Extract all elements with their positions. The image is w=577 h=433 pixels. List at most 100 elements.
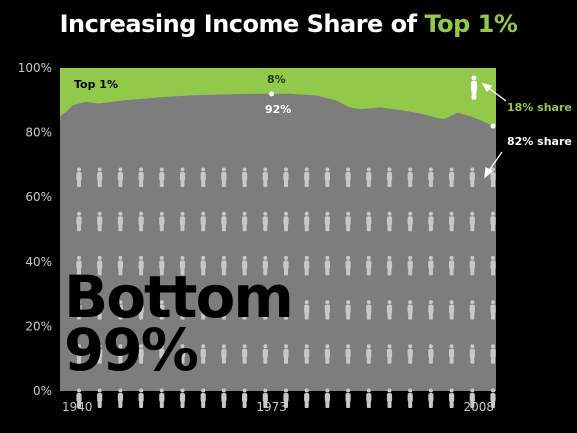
- person-figure: [324, 388, 330, 408]
- person-figure: [283, 211, 289, 232]
- annotation-82-percent-share: 82% share: [507, 135, 572, 148]
- y-tick-label: 100%: [18, 61, 52, 75]
- person-figure: [490, 211, 496, 232]
- person-figure: [366, 344, 372, 364]
- person-figure: [179, 388, 186, 408]
- person-figure: [449, 344, 455, 364]
- person-figure: [262, 344, 268, 364]
- person-figure: [138, 167, 144, 187]
- person-figure: [469, 211, 475, 232]
- person-figure: [242, 255, 248, 276]
- title-accent: Top 1%: [424, 10, 518, 38]
- person-figure: [407, 388, 413, 408]
- person-figure: [242, 167, 248, 187]
- person-figure: [324, 300, 330, 320]
- person-figure: [97, 211, 103, 232]
- person-figure: [262, 300, 268, 320]
- person-figure: [490, 344, 496, 364]
- person-figure: [242, 300, 248, 320]
- arrow-18-percent: [481, 82, 507, 102]
- person-figure: [221, 344, 227, 364]
- person-figure: [242, 211, 248, 232]
- person-figure: [449, 167, 455, 187]
- person-figure: [159, 255, 165, 276]
- person-figure: [407, 255, 413, 276]
- chart-title: Increasing Income Share of Top 1%: [0, 10, 577, 38]
- person-figure: [200, 255, 206, 276]
- person-figure: [221, 388, 227, 408]
- person-figure: [283, 255, 289, 276]
- person-figure: [407, 167, 413, 187]
- person-figure: [200, 388, 206, 408]
- annotation-18-percent-share: 18% share: [507, 101, 572, 114]
- person-figure: [262, 211, 268, 232]
- person-figure: [262, 388, 268, 408]
- person-figure: [242, 344, 248, 364]
- person-figure: [428, 300, 434, 320]
- person-figure: [283, 344, 289, 364]
- bottom-region-label-line2: 99%: [64, 316, 198, 384]
- person-figure: [490, 300, 496, 320]
- person-figure: [386, 300, 393, 320]
- person-figure: [428, 344, 434, 364]
- x-tick-label: 1940: [62, 400, 93, 414]
- person-figure: [449, 300, 455, 320]
- person-figure: [159, 167, 165, 187]
- y-axis-ticks: 0% 20% 40% 60% 80% 100%: [18, 61, 52, 398]
- person-figure: [138, 300, 144, 320]
- person-figure: [428, 255, 434, 276]
- person-figure: [490, 388, 496, 408]
- person-figure: [138, 255, 144, 276]
- person-figure: [179, 255, 186, 276]
- y-tick-label: 20%: [25, 319, 52, 333]
- person-figure: [366, 167, 372, 187]
- person-figure: [262, 255, 268, 276]
- person-figure: [97, 388, 103, 408]
- person-figure: [407, 344, 413, 364]
- person-figure: [179, 300, 186, 320]
- person-figure: [159, 388, 165, 408]
- person-figure: [179, 211, 186, 232]
- person-figure: [200, 300, 206, 320]
- person-figure: [221, 167, 227, 187]
- person-figure: [324, 344, 330, 364]
- person-figure: [283, 300, 289, 320]
- person-figure: [76, 388, 82, 408]
- person-figure: [200, 211, 206, 232]
- person-figure: [324, 255, 330, 276]
- person-figure: [449, 388, 455, 408]
- person-figure: [469, 300, 475, 320]
- dot-1973: [269, 91, 275, 97]
- person-figure: [117, 300, 123, 320]
- person-figure: [283, 167, 289, 187]
- person-figure: [138, 388, 144, 408]
- person-figure: [304, 300, 310, 320]
- person-figure: [407, 300, 413, 320]
- person-figure: [386, 255, 393, 276]
- person-figure: [76, 255, 82, 276]
- person-figure: [304, 255, 310, 276]
- person-figure: [304, 388, 310, 408]
- person-figure: [159, 300, 165, 320]
- person-figure: [221, 255, 227, 276]
- person-figure: [345, 167, 351, 187]
- title-main: Increasing Income Share of: [59, 10, 425, 38]
- x-tick-label: 2008: [463, 400, 494, 414]
- person-figure: [221, 211, 227, 232]
- person-figure: [345, 255, 351, 276]
- person-figure: [490, 255, 496, 276]
- person-figure: [366, 211, 372, 232]
- person-figure: [97, 300, 103, 320]
- person-figure: [97, 255, 103, 276]
- person-figure: [200, 167, 206, 187]
- person-figure: [469, 255, 475, 276]
- person-figure: [449, 255, 455, 276]
- person-figure: [469, 344, 475, 364]
- person-figure: [262, 167, 268, 187]
- person-figure: [428, 388, 434, 408]
- dot-2008: [490, 123, 496, 129]
- person-figure: [117, 211, 123, 232]
- person-figure: [117, 255, 123, 276]
- annotation-8-percent: 8%: [267, 73, 286, 86]
- people-figures: [76, 167, 496, 408]
